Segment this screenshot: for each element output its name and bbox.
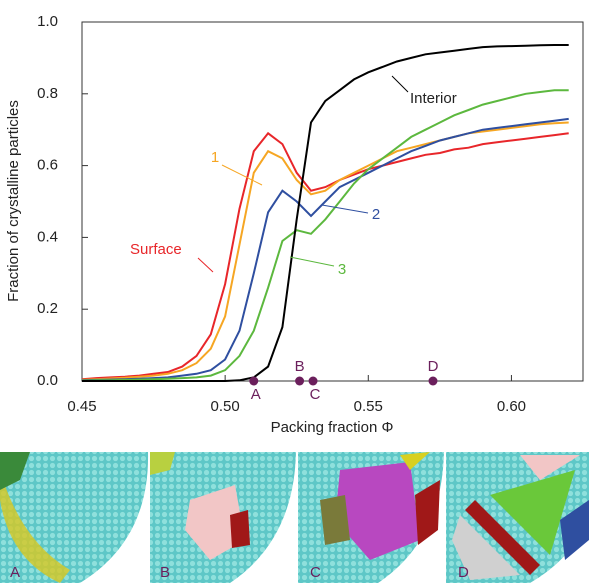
y-tick-label: 1.0: [37, 13, 58, 30]
marker-label: B: [295, 358, 305, 375]
panel-c: [298, 452, 444, 583]
series-label: Interior: [410, 90, 457, 107]
panel-b: [150, 452, 296, 583]
panel-label: A: [10, 564, 20, 581]
series-label: Surface: [130, 241, 182, 258]
packing-marker: [428, 376, 438, 386]
panel-label: B: [160, 564, 170, 581]
x-tick-label: 0.50: [211, 398, 240, 415]
series-label: 2: [372, 206, 380, 223]
annotation-leader: [289, 256, 335, 267]
annotation-leader: [321, 204, 369, 214]
packing-marker: [308, 376, 318, 386]
y-axis-label: Fraction of crystalline particles: [5, 100, 22, 302]
marker-label: D: [428, 358, 439, 375]
panel-a: [0, 452, 149, 583]
panel-label: D: [458, 564, 469, 581]
series-line: [81, 89, 569, 382]
annotation-leader: [221, 164, 263, 186]
plot-frame: [81, 21, 584, 382]
x-tick-label: 0.45: [67, 398, 96, 415]
y-tick-label: 0.2: [37, 300, 58, 317]
marker-label: C: [310, 386, 321, 403]
y-tick-label: 0.6: [37, 157, 58, 174]
annotation-leader: [391, 75, 409, 93]
y-tick-label: 0.8: [37, 85, 58, 102]
packing-marker: [295, 376, 305, 386]
x-tick-label: 0.60: [497, 398, 526, 415]
panel-d: [446, 452, 589, 583]
y-tick-label: 0.0: [37, 372, 58, 389]
series-line: [81, 131, 569, 381]
y-tick-label: 0.4: [37, 228, 58, 245]
panel-label: C: [310, 564, 321, 581]
series-label: 3: [338, 261, 346, 278]
x-axis-label: Packing fraction Φ: [271, 419, 394, 436]
x-tick-label: 0.55: [354, 398, 383, 415]
packing-marker: [249, 376, 259, 386]
panels: [0, 452, 589, 583]
annotation-leader: [197, 257, 214, 273]
series-line: [81, 117, 569, 382]
series-line: [82, 44, 569, 382]
series-label: 1: [211, 149, 219, 166]
marker-label: A: [251, 386, 261, 403]
series-line: [81, 121, 569, 381]
